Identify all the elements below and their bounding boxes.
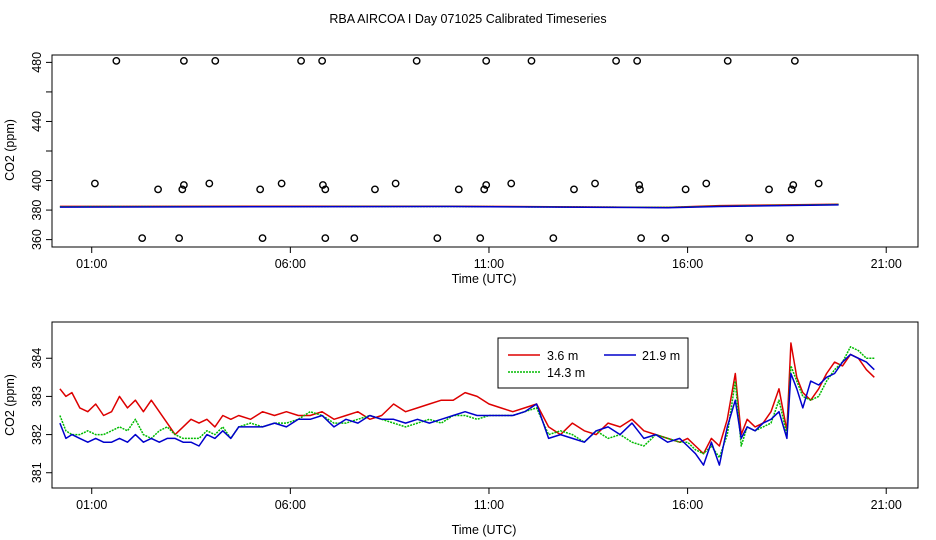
x-tick-label: 06:00	[275, 257, 306, 271]
outlier-point	[321, 185, 330, 194]
outlier-point	[178, 185, 187, 194]
outlier-point	[371, 185, 379, 194]
outlier-point	[482, 57, 491, 65]
y-tick-label: 360	[30, 229, 44, 250]
y-tick-label: 381	[30, 462, 44, 483]
top-y-axis-label: CO2 (ppm)	[3, 119, 17, 181]
outlier-point	[612, 57, 620, 65]
top-x-axis-label: Time (UTC)	[452, 272, 517, 286]
outlier-point	[765, 185, 773, 194]
outlier-point	[723, 57, 732, 65]
series-line-21-9-m	[59, 204, 839, 209]
outlier-point	[476, 234, 485, 243]
outlier-point	[681, 185, 690, 194]
outlier-point	[91, 179, 99, 188]
x-tick-label: 01:00	[76, 257, 107, 271]
legend-box	[497, 337, 689, 389]
outlier-point	[391, 179, 400, 188]
outlier-point	[412, 57, 421, 65]
series-line-21-9-m	[59, 353, 875, 466]
outlier-point	[661, 234, 670, 243]
top-y-axis: 360 380 400 440 480	[30, 52, 52, 250]
page-title: RBA AIRCOA I Day 071025 Calibrated Times…	[329, 12, 606, 26]
y-tick-label: 400	[30, 170, 44, 191]
x-tick-label: 21:00	[871, 257, 902, 271]
outlier-point	[702, 179, 711, 188]
outlier-point	[482, 181, 491, 189]
outlier-point	[636, 185, 644, 194]
series-line-14-3-m	[59, 346, 875, 459]
outlier-point	[321, 234, 330, 243]
y-tick-label: 382	[30, 424, 44, 445]
outlier-point	[205, 179, 214, 188]
legend-label-21-9m: 21.9 m	[642, 349, 680, 363]
bottom-x-axis-label: Time (UTC)	[452, 523, 517, 537]
bottom-y-axis-label: CO2 (ppm)	[3, 374, 17, 436]
x-tick-label: 06:00	[275, 498, 306, 512]
outlier-point	[277, 179, 286, 188]
outlier-point	[175, 234, 184, 243]
outlier-point	[297, 57, 305, 65]
y-tick-label: 480	[30, 52, 44, 73]
series-line-3-6-m	[59, 342, 875, 455]
top-series	[59, 203, 839, 209]
outlier-point	[570, 185, 578, 194]
outlier-point	[789, 181, 798, 189]
bottom-plot-frame	[51, 321, 919, 489]
outlier-point	[527, 57, 536, 65]
legend-label-3-6m: 3.6 m	[547, 349, 578, 363]
y-tick-label: 384	[30, 348, 44, 369]
outlier-point	[745, 234, 754, 243]
x-tick-label: 16:00	[672, 257, 703, 271]
outlier-point	[591, 179, 599, 188]
x-tick-label: 21:00	[871, 498, 902, 512]
y-tick-label: 440	[30, 111, 44, 132]
outlier-point	[138, 234, 147, 243]
legend-label-14-3m: 14.3 m	[547, 366, 585, 380]
x-tick-label: 11:00	[474, 498, 504, 512]
x-tick-label: 01:00	[76, 498, 107, 512]
bottom-panel: 01:00 06:00 11:00 16:00 21:00 381 382 383 384 T…	[3, 321, 919, 537]
outlier-point	[179, 57, 188, 65]
outlier-point	[256, 185, 265, 194]
outlier-point	[318, 57, 327, 65]
outlier-point	[433, 234, 442, 243]
top-x-axis: 01:00 06:00 11:00 16:00 21:00	[76, 247, 902, 271]
outlier-point	[787, 185, 796, 194]
top-markers	[91, 57, 823, 243]
outlier-point	[154, 185, 162, 194]
legend: 3.6 m 21.9 m 14.3 m	[497, 337, 689, 389]
top-panel: 01:00 06:00 11:00 16:00 21:00 360 380 400 440 48…	[3, 52, 919, 286]
outlier-point	[454, 185, 463, 194]
outlier-point	[211, 57, 220, 65]
outlier-point	[480, 185, 489, 194]
x-tick-label: 11:00	[474, 257, 504, 271]
bottom-series	[59, 342, 875, 466]
top-plot-frame	[51, 54, 919, 248]
outlier-point	[814, 179, 823, 188]
bottom-y-axis: 381 382 383 384	[30, 348, 52, 483]
y-tick-label: 383	[30, 386, 44, 407]
outlier-point	[790, 57, 799, 65]
outlier-point	[507, 179, 516, 188]
outlier-point	[112, 57, 121, 65]
outlier-point	[549, 234, 558, 243]
outlier-point	[179, 181, 188, 189]
outlier-point	[786, 234, 794, 243]
bottom-x-axis: 01:00 06:00 11:00 16:00 21:00	[76, 488, 902, 512]
x-tick-label: 16:00	[672, 498, 703, 512]
outlier-point	[633, 57, 642, 65]
outlier-point	[635, 181, 644, 189]
y-tick-label: 380	[30, 200, 44, 221]
outlier-point	[350, 234, 359, 243]
outlier-point	[258, 234, 267, 243]
outlier-point	[637, 234, 646, 243]
